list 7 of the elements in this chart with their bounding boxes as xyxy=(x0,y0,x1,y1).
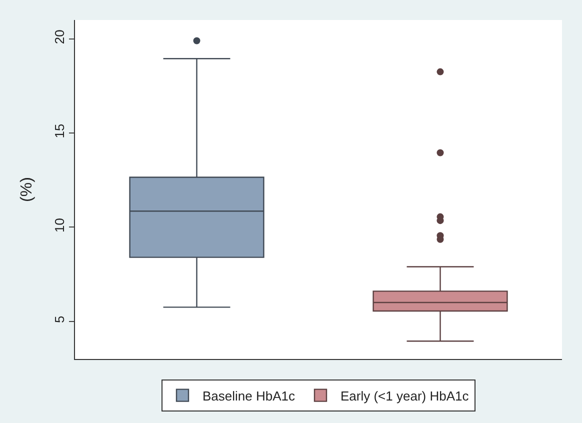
legend-label: Baseline HbA1c xyxy=(202,388,296,404)
y-tick-label: 5 xyxy=(52,316,67,323)
y-tick-label: 20 xyxy=(52,30,67,44)
legend-label: Early (<1 year) HbA1c xyxy=(340,388,470,404)
y-axis-title: (%) xyxy=(18,177,36,202)
y-tick-label: 15 xyxy=(52,124,67,138)
y-tick-label: 10 xyxy=(52,218,67,232)
